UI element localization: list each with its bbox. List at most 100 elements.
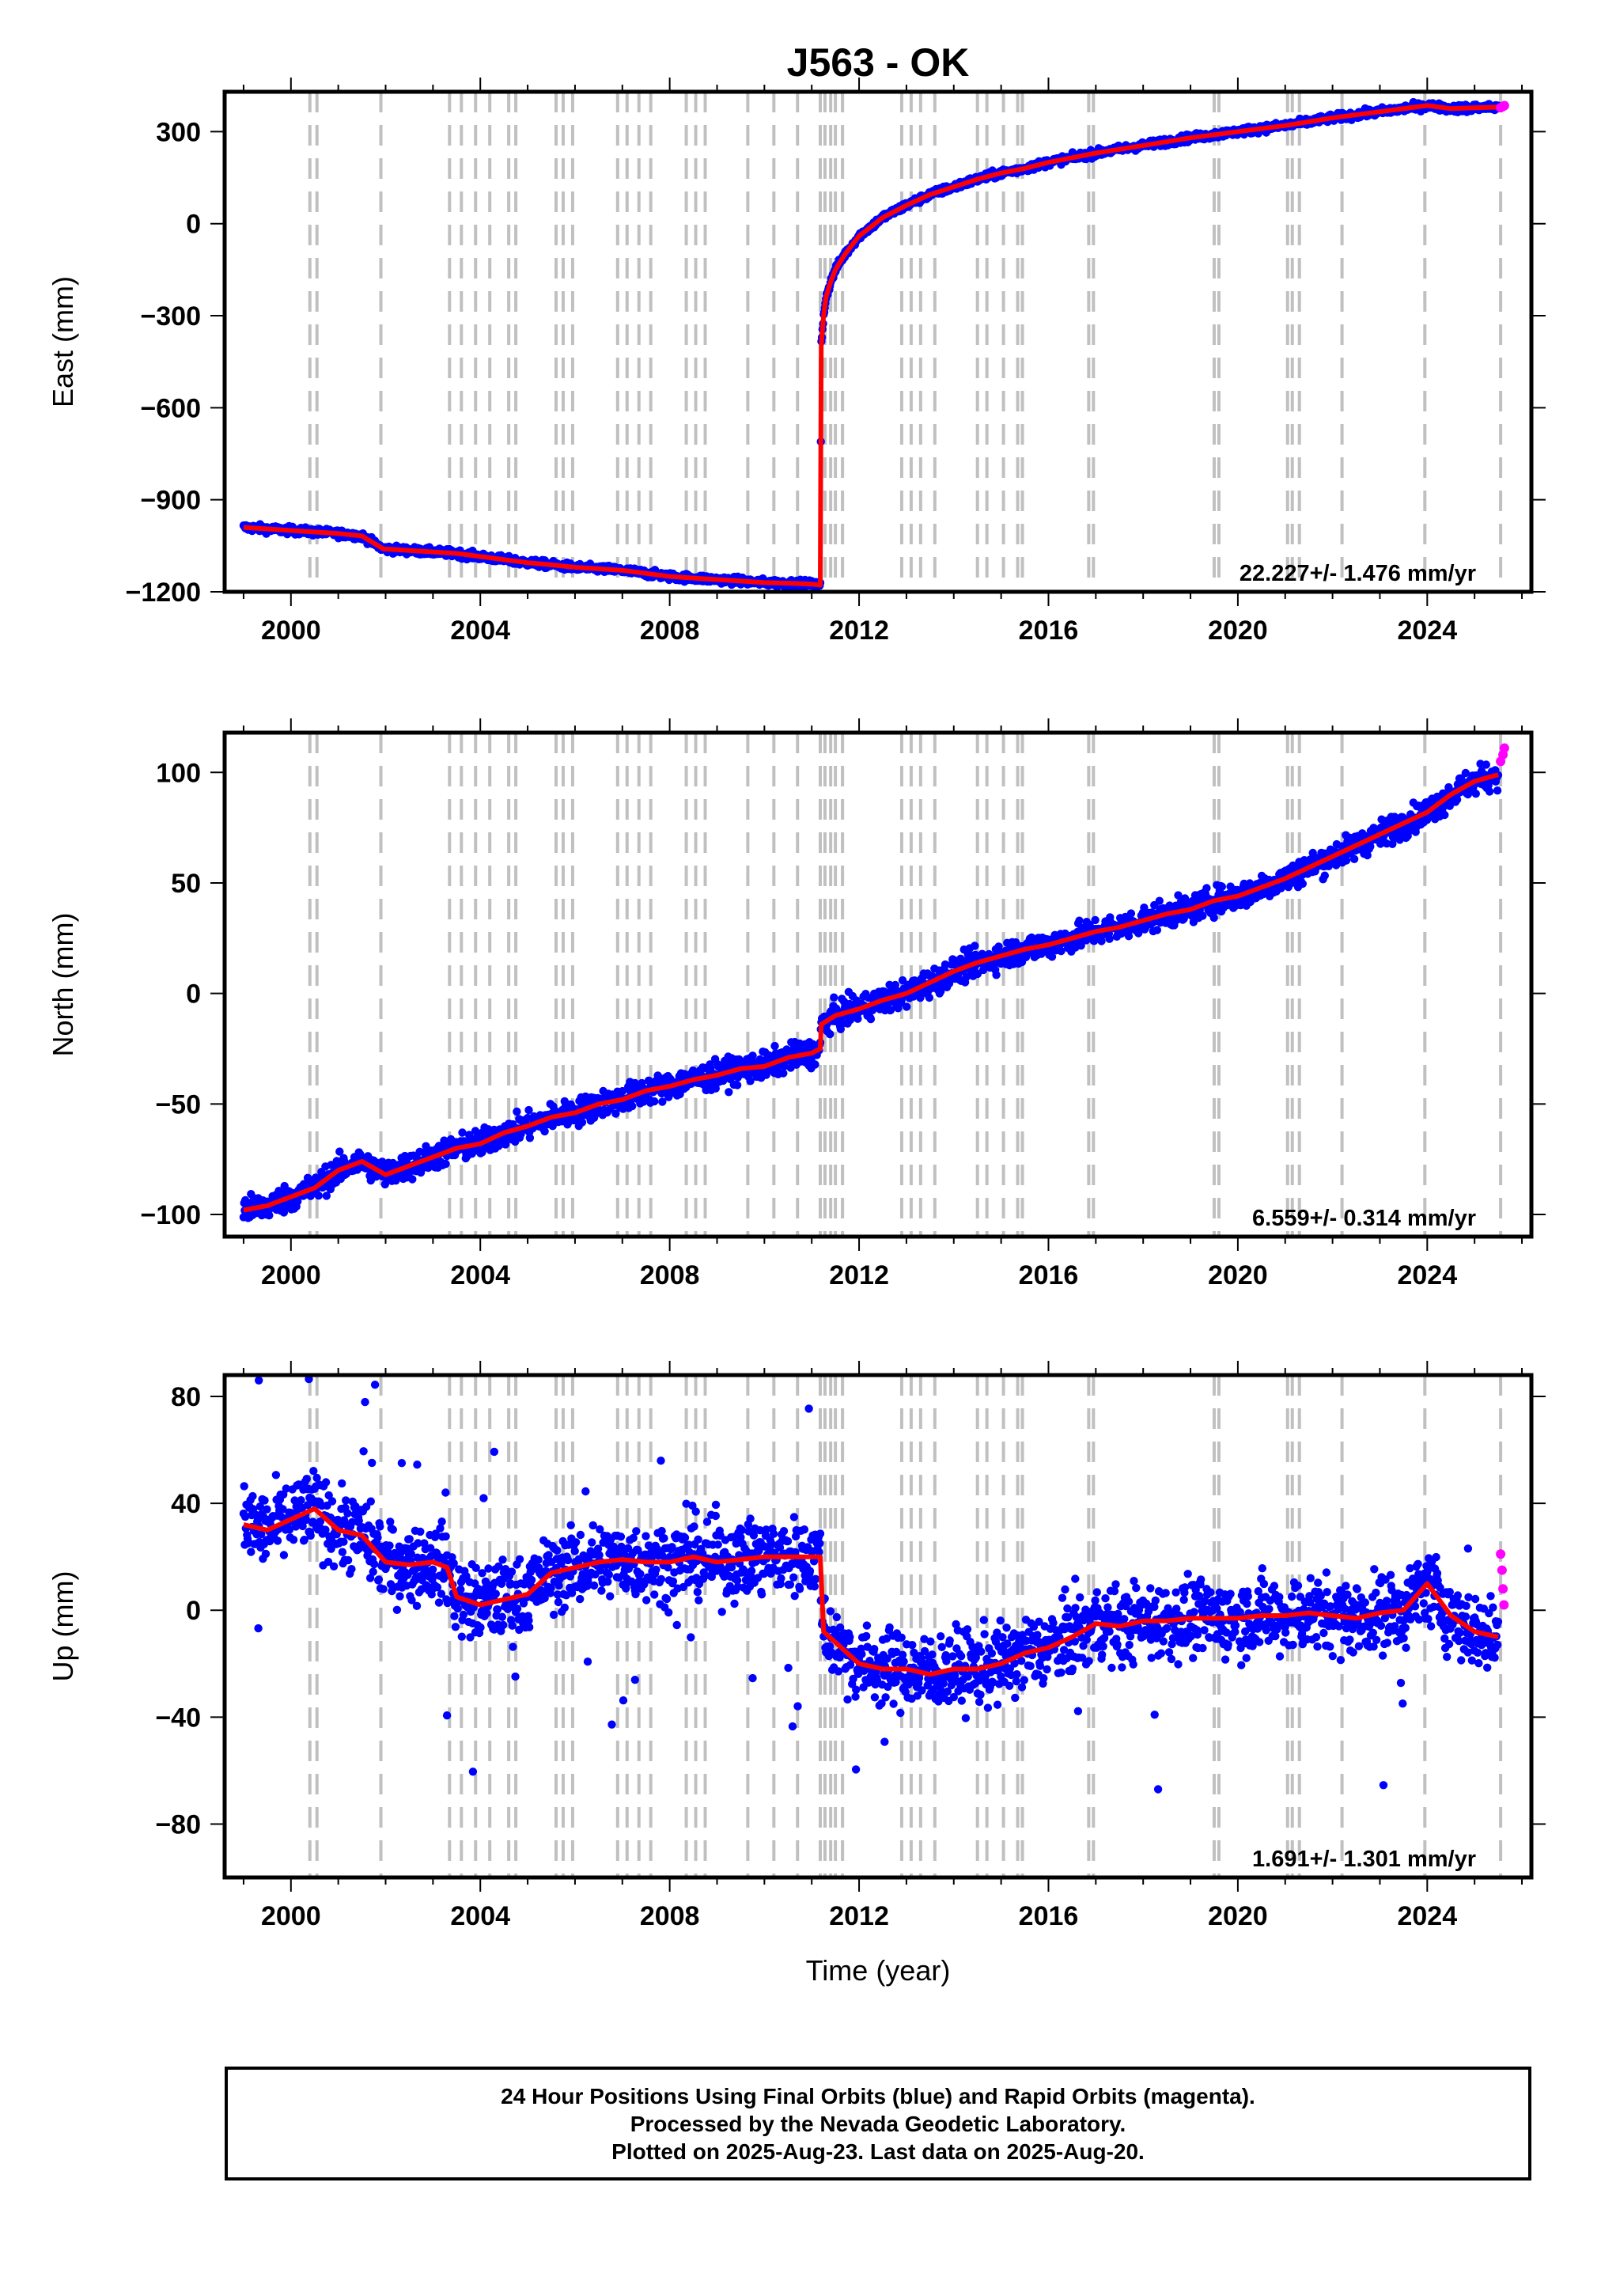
x-tick-label: 2024	[1397, 616, 1457, 646]
data-point	[314, 1192, 323, 1200]
data-point	[1105, 934, 1114, 943]
y-tick-label: 50	[171, 869, 201, 899]
data-point	[1485, 787, 1494, 796]
scatter-cloud	[239, 760, 1503, 1222]
data-point	[650, 1097, 659, 1106]
data-point	[779, 1069, 788, 1078]
data-point	[408, 1175, 417, 1184]
data-point	[1482, 760, 1491, 769]
data-point	[1298, 879, 1308, 888]
data-point	[365, 1574, 375, 1582]
data-point	[1047, 953, 1057, 961]
data-point	[618, 1086, 627, 1096]
data-point	[374, 1575, 384, 1584]
data-point	[1320, 871, 1330, 880]
data-point	[898, 976, 907, 985]
x-tick-label: 2016	[1019, 1260, 1079, 1290]
data-point	[291, 1522, 301, 1531]
data-point	[282, 1484, 290, 1493]
chart-title: J563 - OK	[787, 40, 970, 85]
data-point	[1057, 946, 1065, 956]
data-point	[240, 1512, 250, 1521]
data-point	[866, 1014, 876, 1024]
data-point	[261, 1549, 271, 1559]
data-point	[1198, 911, 1207, 920]
y-tick-label: −1200	[126, 578, 202, 608]
data-point	[732, 1081, 742, 1089]
x-tick-label: 2004	[450, 616, 510, 646]
data-point	[992, 971, 1001, 979]
x-tick-label: 2008	[640, 1260, 700, 1290]
data-point	[513, 1107, 521, 1116]
x-tick-label: 2012	[829, 1260, 889, 1290]
data-point	[1349, 854, 1359, 864]
y-tick-label: −50	[155, 1089, 201, 1120]
data-point	[1471, 790, 1481, 798]
data-point	[458, 1128, 467, 1137]
data-point	[343, 1555, 353, 1565]
data-point	[903, 1002, 911, 1011]
y-tick-label: 0	[186, 979, 201, 1010]
scatter-cloud	[239, 97, 1503, 592]
data-point	[1152, 926, 1162, 934]
data-point	[1091, 915, 1100, 925]
data-point	[1452, 795, 1462, 804]
data-point	[826, 1029, 835, 1039]
data-point	[441, 1159, 450, 1169]
data-point	[1388, 839, 1397, 849]
y-tick-label: −900	[140, 486, 201, 516]
data-point	[248, 1491, 257, 1501]
data-point	[321, 1525, 330, 1534]
model-line	[243, 103, 1499, 588]
x-tick-label: 2016	[1019, 616, 1079, 646]
data-point	[1395, 835, 1404, 844]
y-tick-label: −100	[140, 1200, 201, 1230]
data-point	[366, 1497, 375, 1506]
data-point	[577, 1118, 587, 1127]
data-point	[306, 1531, 315, 1540]
data-point	[339, 1537, 348, 1546]
data-point	[524, 1105, 533, 1115]
data-point	[994, 942, 1003, 951]
data-point	[1155, 896, 1164, 905]
data-point	[830, 993, 838, 1002]
data-point	[324, 1557, 333, 1567]
data-point	[312, 1473, 321, 1483]
data-point	[373, 1533, 382, 1542]
data-point	[279, 1551, 289, 1559]
data-point	[1376, 839, 1385, 848]
data-point	[962, 972, 971, 982]
data-point	[285, 1525, 294, 1534]
data-point	[971, 942, 979, 950]
data-point	[303, 1501, 312, 1510]
data-point	[1445, 801, 1455, 810]
data-point	[1342, 856, 1351, 865]
data-point	[501, 1140, 510, 1149]
data-point	[628, 1101, 637, 1111]
y-tick-label: 0	[186, 210, 201, 240]
rapid-point	[1499, 743, 1509, 753]
data-point	[327, 1497, 337, 1506]
data-point	[1493, 786, 1502, 795]
data-point	[658, 1097, 667, 1106]
data-point	[338, 1548, 347, 1556]
data-point	[944, 979, 954, 988]
data-point	[1366, 842, 1375, 851]
data-point	[748, 1051, 757, 1060]
x-tick-label: 2004	[450, 1260, 510, 1290]
y-tick-label: −600	[140, 393, 201, 423]
data-point	[297, 1496, 305, 1505]
data-point	[321, 1478, 331, 1487]
data-point	[1097, 937, 1106, 945]
data-point	[1440, 810, 1449, 820]
data-point	[1217, 882, 1227, 891]
data-point	[891, 980, 900, 990]
data-point	[298, 1521, 307, 1531]
data-point	[1075, 916, 1084, 925]
x-tick-label: 2008	[640, 616, 700, 646]
x-tick-label: 2012	[829, 616, 889, 646]
data-point	[937, 987, 945, 996]
scatter-cloud	[239, 1375, 1503, 1794]
data-point	[1461, 768, 1470, 778]
